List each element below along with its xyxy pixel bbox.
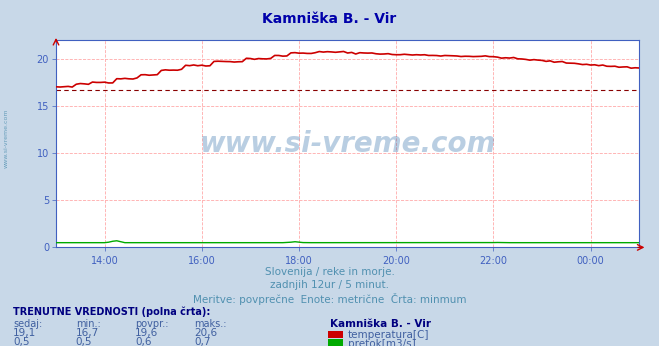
Text: 0,5: 0,5 (13, 337, 30, 346)
Text: Meritve: povprečne  Enote: metrične  Črta: minmum: Meritve: povprečne Enote: metrične Črta:… (192, 293, 467, 305)
Text: maks.:: maks.: (194, 319, 227, 328)
Text: 19,1: 19,1 (13, 328, 36, 338)
Text: 16,7: 16,7 (76, 328, 99, 338)
Text: 0,5: 0,5 (76, 337, 92, 346)
Text: 0,6: 0,6 (135, 337, 152, 346)
Text: temperatura[C]: temperatura[C] (348, 330, 430, 339)
Text: zadnjih 12ur / 5 minut.: zadnjih 12ur / 5 minut. (270, 281, 389, 290)
Text: min.:: min.: (76, 319, 101, 328)
Text: sedaj:: sedaj: (13, 319, 42, 328)
Text: povpr.:: povpr.: (135, 319, 169, 328)
Text: 0,7: 0,7 (194, 337, 211, 346)
Text: TRENUTNE VREDNOSTI (polna črta):: TRENUTNE VREDNOSTI (polna črta): (13, 307, 211, 317)
Text: www.si-vreme.com: www.si-vreme.com (3, 109, 9, 168)
Text: 19,6: 19,6 (135, 328, 158, 338)
Text: Slovenija / reke in morje.: Slovenija / reke in morje. (264, 267, 395, 276)
Text: Kamniška B. - Vir: Kamniška B. - Vir (330, 319, 430, 328)
Text: www.si-vreme.com: www.si-vreme.com (200, 130, 496, 157)
Text: Kamniška B. - Vir: Kamniška B. - Vir (262, 12, 397, 26)
Text: 20,6: 20,6 (194, 328, 217, 338)
Text: pretok[m3/s]: pretok[m3/s] (348, 339, 416, 346)
